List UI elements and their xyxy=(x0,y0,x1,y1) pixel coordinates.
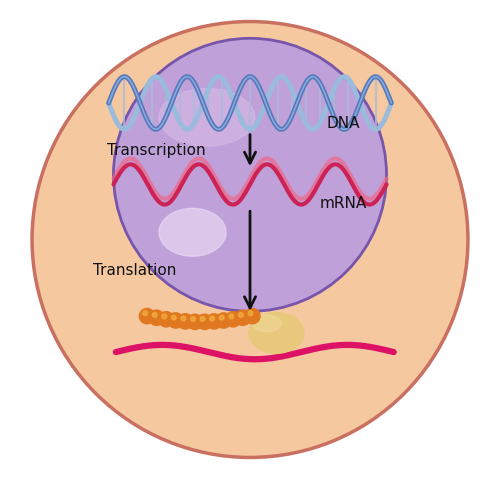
Text: Translation: Translation xyxy=(94,263,176,278)
Circle shape xyxy=(200,317,205,321)
Circle shape xyxy=(235,310,250,325)
Circle shape xyxy=(197,314,212,330)
Circle shape xyxy=(32,22,468,457)
Circle shape xyxy=(248,311,253,316)
Ellipse shape xyxy=(249,313,304,354)
Circle shape xyxy=(244,308,260,324)
Ellipse shape xyxy=(159,89,255,146)
Ellipse shape xyxy=(114,38,386,311)
Circle shape xyxy=(162,314,166,319)
Circle shape xyxy=(178,314,193,329)
Circle shape xyxy=(210,316,214,321)
Circle shape xyxy=(140,308,154,324)
Circle shape xyxy=(172,315,176,320)
Circle shape xyxy=(188,314,202,330)
Text: Transcription: Transcription xyxy=(108,143,206,159)
Circle shape xyxy=(238,312,244,317)
Circle shape xyxy=(206,314,222,329)
Circle shape xyxy=(216,313,232,328)
Circle shape xyxy=(142,311,148,316)
Ellipse shape xyxy=(159,208,226,256)
Circle shape xyxy=(181,316,186,321)
Ellipse shape xyxy=(252,315,281,331)
Ellipse shape xyxy=(152,125,272,211)
Circle shape xyxy=(190,317,196,321)
Circle shape xyxy=(158,311,174,327)
Circle shape xyxy=(149,310,164,325)
Circle shape xyxy=(226,311,241,327)
Circle shape xyxy=(220,315,224,320)
Text: mRNA: mRNA xyxy=(320,196,367,211)
Circle shape xyxy=(152,312,157,317)
Circle shape xyxy=(229,314,234,319)
Circle shape xyxy=(168,313,184,328)
Text: DNA: DNA xyxy=(326,116,360,131)
